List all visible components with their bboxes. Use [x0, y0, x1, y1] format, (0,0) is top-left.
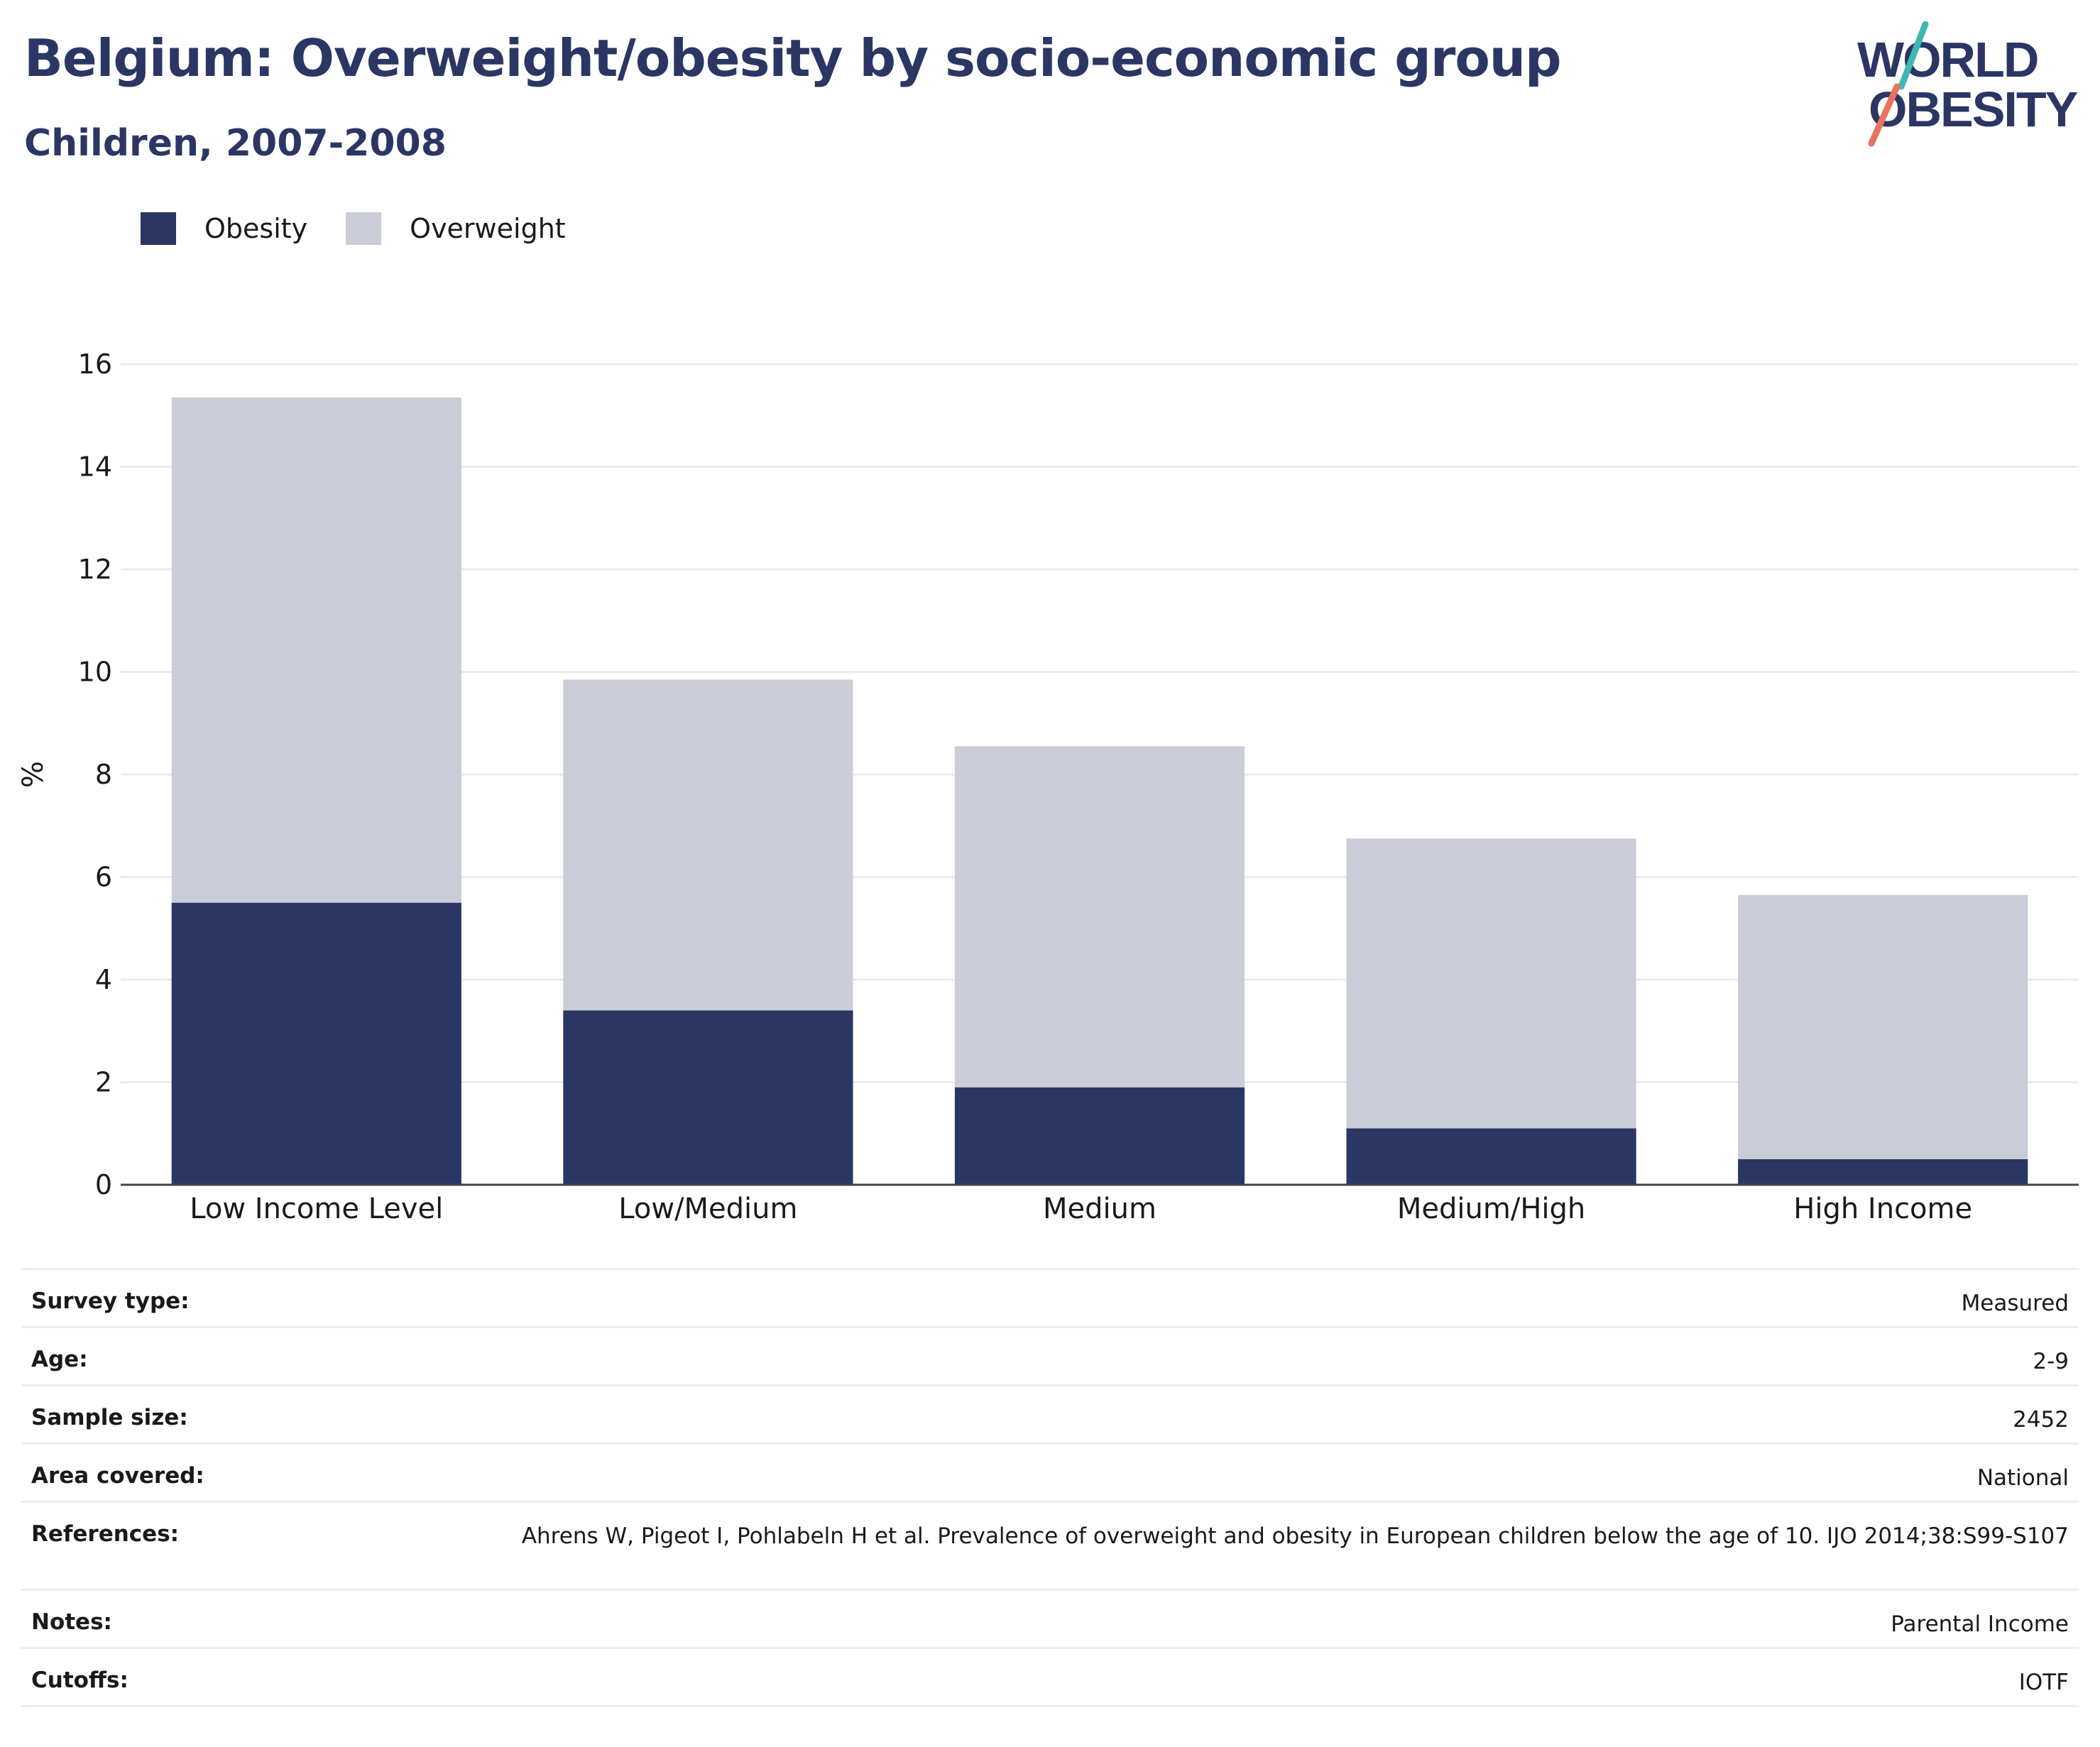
info-value: IOTF	[447, 1647, 2079, 1707]
bar-overweight-5[interactable]	[1738, 894, 2028, 1159]
stacked-bar-chart: 0 2 4 6 8 10 12 14 16 Low Income Level Low/Medium…	[17, 349, 2079, 1225]
bar-obesity-1[interactable]	[171, 902, 461, 1185]
logo-line-1: WORLD	[1857, 32, 2038, 87]
x-tick-label: Medium/High	[1397, 1193, 1585, 1225]
y-tick-label: 12	[78, 554, 112, 585]
y-tick-label: 14	[78, 451, 112, 483]
logo-line-2: OBESITY	[1869, 82, 2078, 137]
bar-overweight-2[interactable]	[563, 679, 853, 1011]
info-row: Survey type: Measured	[21, 1268, 2079, 1327]
y-tick-label: 6	[95, 862, 112, 893]
info-value: 2-9	[447, 1326, 2079, 1386]
info-key: Age:	[21, 1326, 447, 1386]
info-row: References: Ahrens W, Pigeot I, Pohlabeln…	[21, 1501, 2079, 1590]
survey-info-table: Survey type: Measured Age: 2-9 Sample size: 2…	[21, 1268, 2079, 1707]
y-tick-label: 16	[78, 349, 112, 380]
legend-item-obesity[interactable]: Obesity	[141, 212, 307, 245]
legend-swatch-obesity	[141, 212, 176, 245]
info-value: Parental Income	[447, 1589, 2079, 1648]
bar-overweight-1[interactable]	[171, 397, 461, 903]
info-key: Cutoffs:	[21, 1647, 447, 1707]
x-tick-label: Low Income Level	[190, 1193, 443, 1225]
y-tick-label: 2	[95, 1067, 112, 1098]
logo-slash-coral	[1868, 83, 1901, 147]
bar-obesity-3[interactable]	[954, 1087, 1245, 1185]
y-tick-label: 0	[95, 1169, 112, 1200]
bar-obesity-5[interactable]	[1738, 1159, 2028, 1185]
info-row: Cutoffs: IOTF	[21, 1647, 2079, 1707]
info-row: Notes: Parental Income	[21, 1589, 2079, 1648]
bar-overweight-3[interactable]	[954, 746, 1245, 1088]
x-tick-label: High Income	[1793, 1193, 1972, 1225]
legend-label-overweight: Overweight	[410, 213, 566, 244]
info-value: 2452	[447, 1384, 2079, 1444]
info-row: Sample size: 2452	[21, 1384, 2079, 1444]
chart-subtitle: Children, 2007-2008	[24, 122, 447, 165]
bar-obesity-2[interactable]	[563, 1010, 853, 1185]
info-key: Survey type:	[21, 1268, 447, 1327]
y-tick-labels: 0 2 4 6 8 10 12 14 16	[78, 349, 112, 1200]
legend-label-obesity: Obesity	[204, 213, 308, 244]
info-row: Age: 2-9	[21, 1326, 2079, 1386]
bars	[171, 397, 2028, 1185]
x-tick-labels: Low Income Level Low/Medium Medium Medium/H…	[190, 1193, 1972, 1225]
info-value: Ahrens W, Pigeot I, Pohlabeln H et al. P…	[447, 1501, 2079, 1590]
info-key: Area covered:	[21, 1442, 447, 1502]
info-key: References:	[21, 1501, 447, 1590]
chart-title: Belgium: Overweight/obesity by socio-eco…	[24, 28, 1562, 88]
world-obesity-logo: WORLD OBESITY	[1857, 21, 2079, 147]
y-tick-label: 8	[95, 759, 112, 790]
info-value: National	[447, 1442, 2079, 1502]
legend-swatch-overweight	[346, 212, 382, 245]
chart-legend: Obesity Overweight	[141, 207, 604, 250]
logo-slash-teal	[1898, 21, 1929, 90]
x-tick-label: Low/Medium	[618, 1193, 797, 1225]
x-tick-label: Medium	[1043, 1193, 1156, 1225]
info-value: Measured	[447, 1268, 2079, 1327]
y-tick-label: 10	[78, 657, 112, 688]
y-tick-label: 4	[95, 964, 112, 995]
info-key: Sample size:	[21, 1384, 447, 1444]
bar-obesity-4[interactable]	[1346, 1128, 1636, 1185]
y-axis-label: %	[17, 761, 50, 788]
legend-item-overweight[interactable]: Overweight	[346, 212, 566, 245]
info-row: Area covered: National	[21, 1442, 2079, 1502]
info-key: Notes:	[21, 1589, 447, 1648]
bar-overweight-4[interactable]	[1346, 838, 1636, 1129]
